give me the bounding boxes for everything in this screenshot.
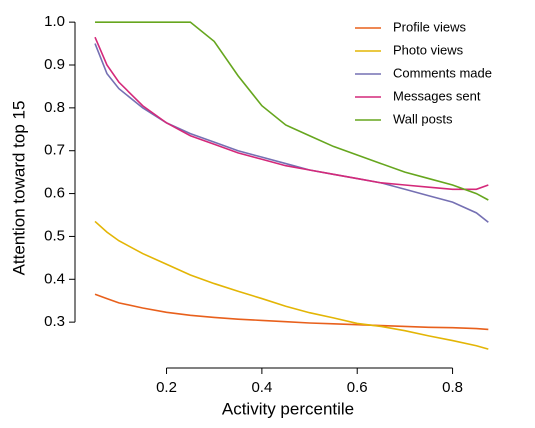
series-line: [94, 220, 489, 350]
legend-label: Wall posts: [393, 111, 453, 126]
y-tick-label: 0.9: [44, 56, 65, 73]
series-line: [94, 293, 489, 331]
x-tick-label: 0.8: [442, 379, 463, 396]
series-line: [94, 36, 489, 191]
series-line: [95, 21, 489, 201]
legend-label: Comments made: [393, 65, 492, 80]
legend-label: Messages sent: [393, 88, 481, 103]
y-tick-label: 0.5: [44, 227, 65, 244]
legend-label: Profile views: [393, 19, 466, 34]
legend-label: Photo views: [393, 42, 464, 57]
y-axis-label: Attention toward top 15: [9, 101, 28, 276]
x-tick-label: 0.6: [347, 379, 368, 396]
x-tick-label: 0.4: [251, 379, 272, 396]
y-tick-label: 0.7: [44, 142, 65, 159]
x-tick-label: 0.2: [156, 379, 177, 396]
series-line: [94, 43, 489, 223]
y-tick-label: 0.3: [44, 313, 65, 330]
legend: Profile views Photo views Comments made Mes…: [355, 19, 492, 126]
x-axis-label: Activity percentile: [222, 399, 354, 418]
y-tick-label: 0.8: [44, 99, 65, 116]
y-tick-label: 0.4: [44, 270, 65, 287]
y-tick-label: 0.6: [44, 185, 65, 202]
y-tick-label: 1.0: [44, 13, 65, 30]
